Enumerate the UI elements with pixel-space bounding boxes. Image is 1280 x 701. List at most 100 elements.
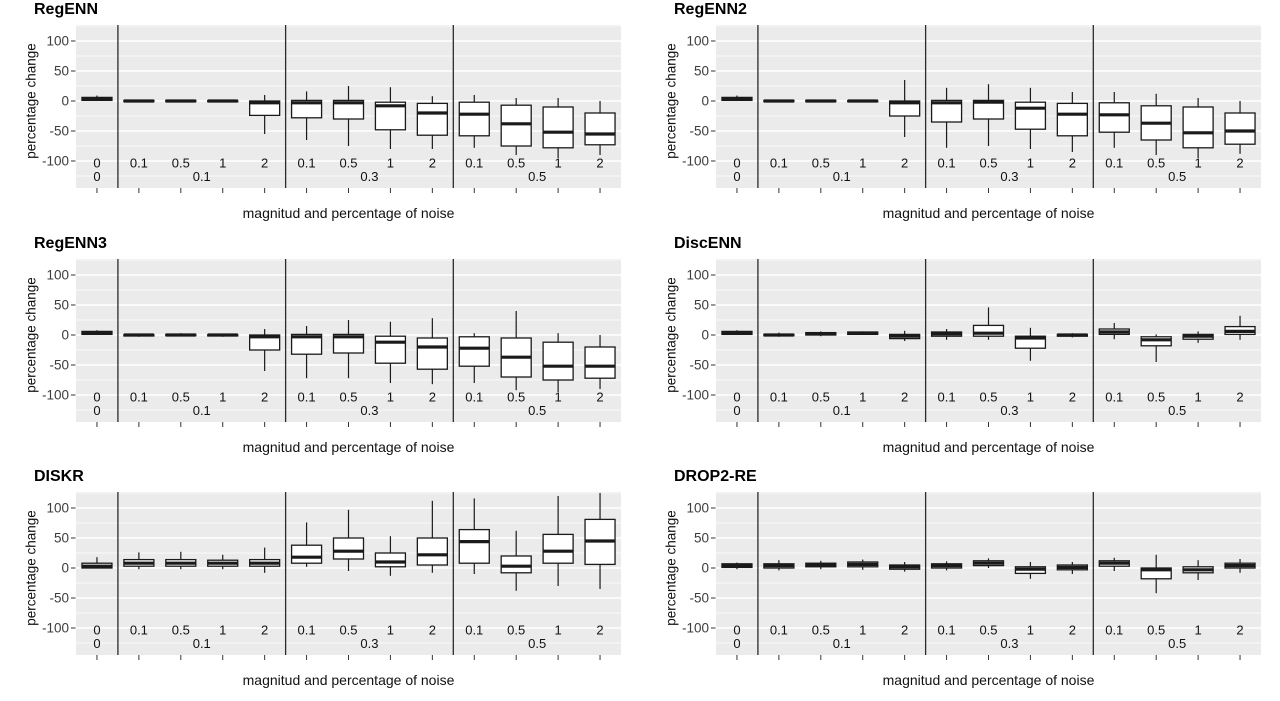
category-label: 0.5 xyxy=(339,623,357,638)
y-tick-label: 100 xyxy=(686,501,709,516)
box xyxy=(458,336,490,367)
category-label: 0.5 xyxy=(979,623,997,638)
y-tick-label: -100 xyxy=(42,621,69,636)
category-label: 2 xyxy=(901,390,908,405)
group-label: 0.1 xyxy=(833,636,851,651)
box xyxy=(500,104,532,147)
category-label: 2 xyxy=(1236,623,1243,638)
box xyxy=(416,102,448,136)
y-tick-label: -100 xyxy=(682,154,709,169)
category-label: 2 xyxy=(1236,390,1243,405)
group-label: 0.5 xyxy=(528,636,546,651)
box xyxy=(500,555,532,574)
box xyxy=(584,112,616,146)
box xyxy=(249,100,281,117)
group-label: 0.5 xyxy=(1168,403,1186,418)
y-tick-label: 0 xyxy=(61,561,69,576)
category-label: 0.1 xyxy=(465,390,483,405)
y-tick-label: 100 xyxy=(686,34,709,49)
box xyxy=(930,99,963,123)
box xyxy=(584,346,616,379)
chart-title-diskr: DISKR xyxy=(34,468,84,485)
y-tick-label: -50 xyxy=(689,358,709,373)
group-label: 0.5 xyxy=(528,403,546,418)
box xyxy=(972,324,1005,337)
y-tick-label: -100 xyxy=(42,388,69,403)
plot-area-regenn3: 0 0.1 0.3 0.50 0.1 0.5 1 2 0.1 0.5 1 2 0.1 0.5 1 2-100-… xyxy=(42,259,621,427)
box xyxy=(249,334,281,351)
category-label: 1 xyxy=(554,156,561,171)
category-label: 0.5 xyxy=(172,623,190,638)
x-axis-title: magnitud and percentage of noise xyxy=(242,672,455,688)
plot-area-discenn: 0 0.1 0.3 0.50 0.1 0.5 1 2 0.1 0.5 1 2 0.1 0.5 1 2-100-… xyxy=(682,259,1261,427)
category-label: 0.5 xyxy=(812,156,830,171)
category-label: 0.1 xyxy=(770,623,788,638)
category-label: 0.5 xyxy=(979,156,997,171)
y-tick-label: -50 xyxy=(689,124,709,139)
y-tick-label: 50 xyxy=(694,531,709,546)
y-tick-label: 50 xyxy=(694,64,709,79)
y-tick-label: 50 xyxy=(54,531,69,546)
category-label: 2 xyxy=(901,623,908,638)
box xyxy=(458,528,490,564)
y-tick-label: 50 xyxy=(54,298,69,313)
category-label: 0.5 xyxy=(172,156,190,171)
group-label: 0.3 xyxy=(360,636,378,651)
group-label: 0.3 xyxy=(1000,636,1018,651)
category-label: 0.1 xyxy=(130,623,148,638)
x-axis-title: magnitud and percentage of noise xyxy=(882,205,1095,221)
category-label: 2 xyxy=(596,390,603,405)
box xyxy=(332,99,365,120)
group-label: 0.1 xyxy=(193,403,211,418)
group-label: 0.3 xyxy=(1000,403,1018,418)
y-tick-label: 50 xyxy=(694,298,709,313)
box xyxy=(1224,112,1256,145)
box xyxy=(1056,102,1088,137)
category-label: 2 xyxy=(429,623,436,638)
box xyxy=(374,335,407,364)
category-label: 1 xyxy=(859,156,866,171)
category-label: 1 xyxy=(859,390,866,405)
box xyxy=(542,533,574,564)
category-label: 0.5 xyxy=(1147,156,1165,171)
chart-title-regenn: RegENN xyxy=(34,1,99,18)
category-label: 1 xyxy=(1027,390,1034,405)
box xyxy=(332,333,365,354)
group-label: 0.3 xyxy=(360,169,378,184)
chart-cell-regenn: 0 0.1 0.3 0.5 0 0.1 0.5 1 2 0.1 0.5 1 2 0.1 0.5 1 2 -100-… xyxy=(0,0,640,234)
y-tick-label: -50 xyxy=(49,358,69,373)
category-label: 0 xyxy=(93,390,100,405)
group-label: 0.1 xyxy=(193,169,211,184)
category-label: 0.1 xyxy=(465,156,483,171)
category-label: 0.1 xyxy=(130,156,148,171)
x-axis-title: magnitud and percentage of noise xyxy=(882,672,1095,688)
box xyxy=(332,537,365,560)
box xyxy=(458,101,490,137)
category-label: 2 xyxy=(1069,390,1076,405)
plot-area-drop2re: 0 0.1 0.3 0.50 0.1 0.5 1 2 0.1 0.5 1 2 0.1 0.5 1 2-100-… xyxy=(682,492,1261,660)
category-label: 0.1 xyxy=(298,390,316,405)
y-tick-label: 0 xyxy=(61,94,69,109)
category-label: 1 xyxy=(219,623,226,638)
category-label: 2 xyxy=(1069,156,1076,171)
y-tick-label: 100 xyxy=(686,268,709,283)
y-tick-label: 100 xyxy=(46,34,69,49)
y-tick-label: -50 xyxy=(49,591,69,606)
group-label: 0 xyxy=(733,636,740,651)
chart-cell-diskr: 0 0.1 0.3 0.5 0 0.1 0.5 1 2 0.1 0.5 1 2 0.1 0.5 1 2 -100-… xyxy=(0,467,640,701)
category-label: 1 xyxy=(554,390,561,405)
group-label: 0 xyxy=(93,636,100,651)
category-label: 0.1 xyxy=(465,623,483,638)
y-tick-label: 50 xyxy=(54,64,69,79)
category-label: 1 xyxy=(1194,390,1201,405)
category-label: 0.5 xyxy=(812,623,830,638)
category-label: 0.1 xyxy=(938,390,956,405)
category-label: 0.5 xyxy=(507,623,525,638)
group-label: 0 xyxy=(93,169,100,184)
x-axis-title: magnitud and percentage of noise xyxy=(242,205,455,221)
y-axis-title: percentage change xyxy=(23,43,39,159)
group-label: 0.5 xyxy=(1168,636,1186,651)
category-label: 0 xyxy=(733,390,740,405)
category-label: 2 xyxy=(429,390,436,405)
